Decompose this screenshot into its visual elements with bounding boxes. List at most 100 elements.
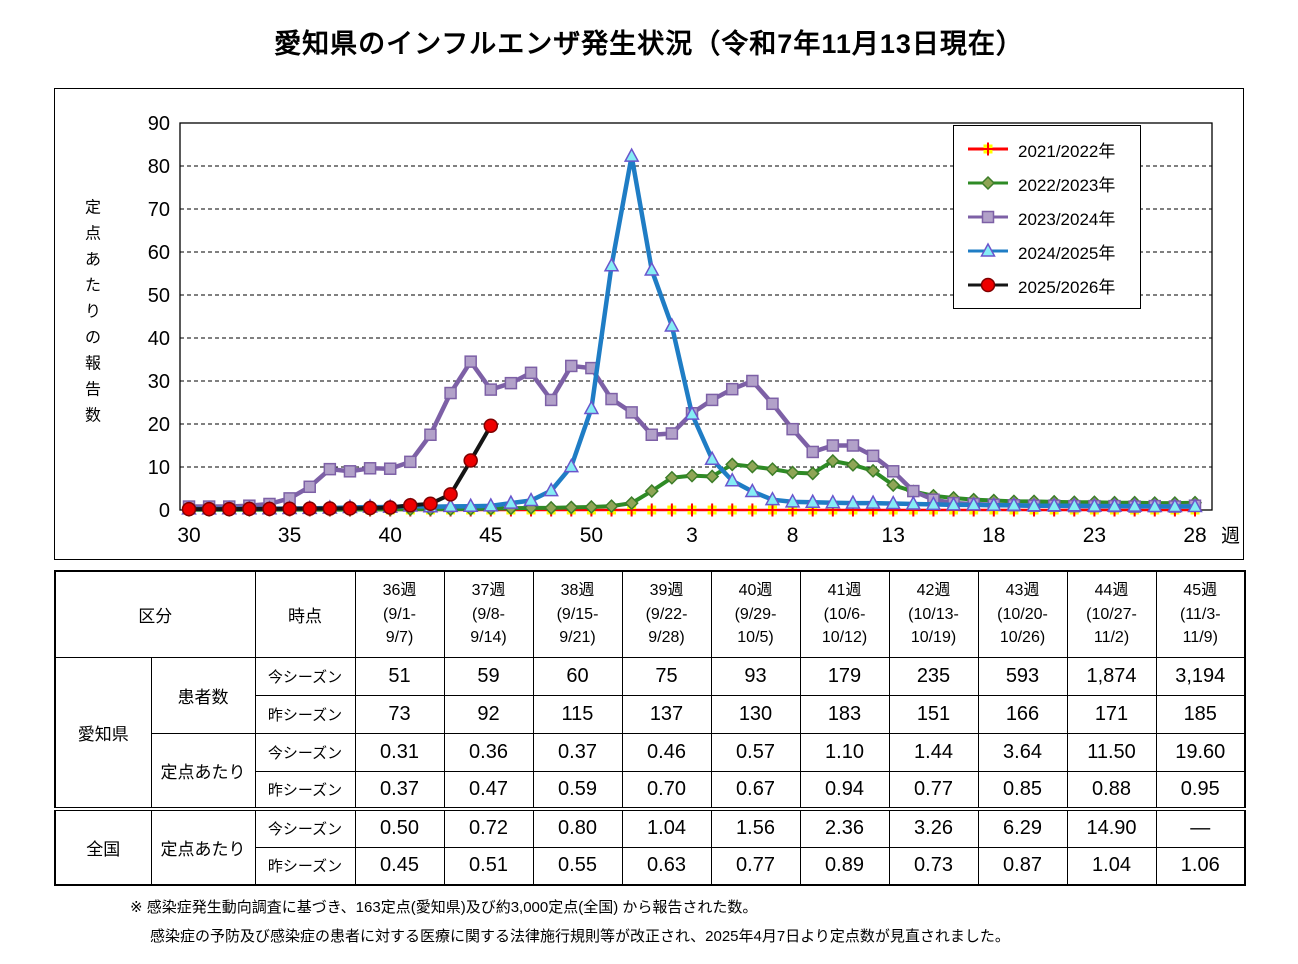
value-cell: 0.59 <box>532 770 623 810</box>
header-week: 39週 (9/22- 9/28) <box>621 570 712 658</box>
legend-item-2025-2026: 2025/2026年 <box>966 273 1128 298</box>
value-cell: 0.63 <box>621 846 712 886</box>
value-cell: 1.04 <box>1066 846 1157 886</box>
header-week: 37週 (9/8- 9/14) <box>443 570 534 658</box>
svg-text:告: 告 <box>85 381 101 399</box>
value-cell: 93 <box>710 656 801 696</box>
legend-swatch-2024-2025 <box>968 242 1008 257</box>
header-jiten: 時点 <box>254 570 356 658</box>
header-week: 43週 (10/20- 10/26) <box>977 570 1068 658</box>
value-cell: 151 <box>888 694 979 734</box>
legend-label: 2024/2025年 <box>1018 243 1116 263</box>
chart-legend: 2021/2022年 2022/2023年 2023/2024年 2024/20… <box>953 125 1141 309</box>
value-cell: 0.37 <box>354 770 445 810</box>
legend-label: 2025/2026年 <box>1018 277 1116 297</box>
header-week: 36週 (9/1- 9/7) <box>354 570 445 658</box>
value-cell: 0.31 <box>354 732 445 772</box>
value-cell: 0.85 <box>977 770 1068 810</box>
value-cell: 130 <box>710 694 801 734</box>
value-cell: 183 <box>799 694 890 734</box>
value-cell: 0.88 <box>1066 770 1157 810</box>
svg-text:3: 3 <box>686 524 698 547</box>
value-cell: ― <box>1155 807 1246 848</box>
value-cell: 0.37 <box>532 732 623 772</box>
header-week: 41週 (10/6- 10/12) <box>799 570 890 658</box>
value-cell: 166 <box>977 694 1068 734</box>
footnotes: ※ 感染症発生動向調査に基づき、163定点(愛知県)及び約3,000定点(全国)… <box>130 899 1010 946</box>
svg-text:8: 8 <box>787 524 799 547</box>
value-cell: 73 <box>354 694 445 734</box>
legend-item-2024-2025: 2024/2025年 <box>966 239 1128 264</box>
value-cell: 0.77 <box>710 846 801 886</box>
legend-swatch-2023-2024 <box>968 210 1008 224</box>
footnote-line-2: 感染症の予防及び感染症の患者に対する医療に関する法律施行規則等が改正され、202… <box>150 928 1010 945</box>
value-cell: 179 <box>799 656 890 696</box>
season-label: 昨シーズン <box>254 770 356 810</box>
value-cell: 92 <box>443 694 534 734</box>
svg-text:23: 23 <box>1083 524 1106 547</box>
header-week: 44週 (10/27- 11/2) <box>1066 570 1157 658</box>
value-cell: 60 <box>532 656 623 696</box>
value-cell: 6.29 <box>977 807 1068 848</box>
svg-text:30: 30 <box>148 371 170 393</box>
value-cell: 171 <box>1066 694 1157 734</box>
svg-text:50: 50 <box>148 285 170 307</box>
legend-item-2022-2023: 2022/2023年 <box>966 171 1128 196</box>
value-cell: 0.47 <box>443 770 534 810</box>
svg-text:40: 40 <box>148 328 170 350</box>
value-cell: 235 <box>888 656 979 696</box>
header-week: 38週 (9/15- 9/21) <box>532 570 623 658</box>
value-cell: 0.70 <box>621 770 712 810</box>
group-label: 患者数 <box>150 656 256 734</box>
value-cell: 3.64 <box>977 732 1068 772</box>
svg-text:0: 0 <box>159 500 170 522</box>
value-cell: 593 <box>977 656 1068 696</box>
svg-text:あ: あ <box>85 251 101 269</box>
value-cell: 75 <box>621 656 712 696</box>
value-cell: 0.95 <box>1155 770 1246 810</box>
value-cell: 0.50 <box>354 807 445 848</box>
value-cell: 0.94 <box>799 770 890 810</box>
svg-text:週: 週 <box>1221 525 1240 547</box>
value-cell: 59 <box>443 656 534 696</box>
legend-swatch-2025-2026 <box>968 277 1008 293</box>
svg-text:13: 13 <box>882 524 905 547</box>
svg-text:28: 28 <box>1183 524 1206 547</box>
legend-item-2023-2024: 2023/2024年 <box>966 205 1128 230</box>
svg-text:40: 40 <box>379 524 402 547</box>
value-cell: 115 <box>532 694 623 734</box>
value-cell: 0.72 <box>443 807 534 848</box>
legend-label: 2021/2022年 <box>1018 141 1116 161</box>
value-cell: 0.87 <box>977 846 1068 886</box>
header-kubun: 区分 <box>54 570 256 658</box>
season-label: 今シーズン <box>254 732 356 772</box>
series-4 <box>181 418 499 517</box>
value-cell: 11.50 <box>1066 732 1157 772</box>
svg-text:35: 35 <box>278 524 301 547</box>
legend-label: 2022/2023年 <box>1018 175 1116 195</box>
value-cell: 0.51 <box>443 846 534 886</box>
legend-label: 2023/2024年 <box>1018 209 1116 229</box>
series-2 <box>182 355 1202 513</box>
region-label: 全国 <box>54 807 152 886</box>
header-week: 42週 (10/13- 10/19) <box>888 570 979 658</box>
season-label: 今シーズン <box>254 807 356 848</box>
value-cell: 0.45 <box>354 846 445 886</box>
value-cell: 0.46 <box>621 732 712 772</box>
legend-swatch-2021-2022 <box>968 142 1008 156</box>
svg-text:数: 数 <box>85 407 101 425</box>
svg-text:定: 定 <box>85 199 101 217</box>
svg-text:30: 30 <box>177 524 200 547</box>
season-label: 昨シーズン <box>254 694 356 734</box>
value-cell: 137 <box>621 694 712 734</box>
page-title: 愛知県のインフルエンザ発生状況（令和7年11月13日現在） <box>274 29 1024 59</box>
value-cell: 185 <box>1155 694 1246 734</box>
header-week: 45週 (11/3- 11/9) <box>1155 570 1246 658</box>
svg-text:10: 10 <box>148 457 170 479</box>
value-cell: 2.36 <box>799 807 890 848</box>
value-cell: 0.73 <box>888 846 979 886</box>
svg-text:90: 90 <box>148 113 170 135</box>
svg-text:45: 45 <box>479 524 502 547</box>
